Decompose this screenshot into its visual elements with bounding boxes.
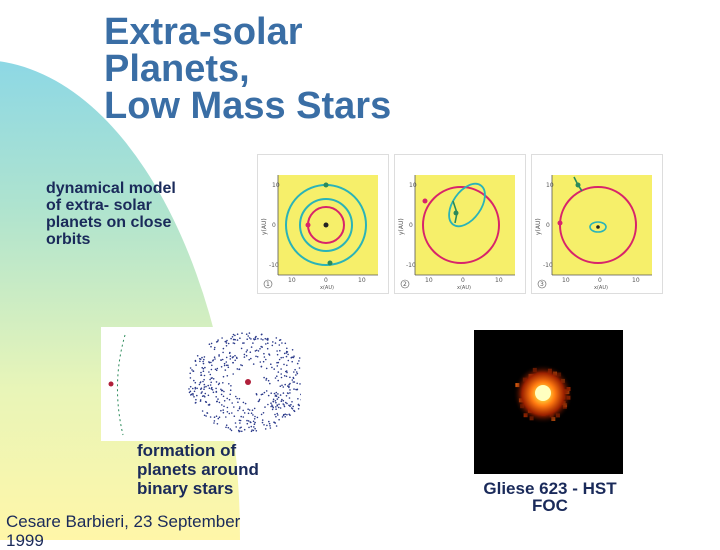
- caption-line: binary stars: [137, 479, 234, 498]
- planet: [453, 210, 459, 216]
- primary-star: [245, 379, 251, 385]
- x-tick: 10: [562, 277, 570, 284]
- y-axis-label: y(AU): [398, 218, 405, 235]
- planet: [305, 222, 311, 228]
- x-tick: 10: [288, 277, 296, 284]
- inner-orbit: [448, 182, 486, 228]
- caption-line: formation of: [137, 441, 237, 460]
- x-tick: 10: [495, 277, 503, 284]
- star-core: [535, 385, 551, 401]
- orbit-plot-3: 10 0 -10 y(AU) 10 0 10 x(AU) 3: [535, 175, 652, 291]
- x-tick: 10: [632, 277, 640, 284]
- panel-number: 2: [403, 281, 407, 288]
- middle-orbit: [299, 198, 353, 252]
- y-tick: -10: [406, 262, 416, 269]
- title-line-2: Planets,: [104, 48, 250, 90]
- panel-number: 1: [266, 281, 270, 288]
- caption-line: planets on close: [46, 214, 172, 231]
- orbit-panel-2: 10 0 -10 y(AU) 10 0 10 x(AU) 2: [395, 155, 525, 293]
- caption-line: dynamical model: [46, 180, 176, 197]
- y-tick: 10: [272, 182, 280, 189]
- eccentric-orbit: [422, 186, 500, 264]
- credit-line: 1999: [6, 531, 44, 550]
- particle-disk: [188, 332, 301, 433]
- x-axis-label: x(AU): [457, 285, 471, 291]
- planet: [422, 198, 428, 204]
- caption-line: FOC: [532, 496, 568, 515]
- star: [323, 222, 329, 228]
- x-tick: 0: [324, 277, 328, 284]
- x-tick: 0: [598, 277, 602, 284]
- planet: [557, 220, 563, 226]
- planet: [575, 182, 581, 188]
- dynamical-model-caption: dynamical model of extra- solar planets …: [46, 180, 226, 248]
- y-tick: -10: [543, 262, 553, 269]
- orbit-plot-1: 10 0 -10 y(AU) 10 0 10 x(AU) 1: [261, 175, 378, 291]
- planet: [323, 182, 329, 188]
- y-axis-label: y(AU): [535, 218, 542, 235]
- y-tick: -10: [269, 262, 279, 269]
- gliese-623-image: [474, 330, 623, 474]
- caption-line: Gliese 623 - HST: [483, 479, 617, 498]
- slide-title: Extra-solar Planets, Low Mass Stars: [104, 11, 392, 127]
- x-tick: 0: [461, 277, 465, 284]
- x-tick: 10: [358, 277, 366, 284]
- caption-line: orbits: [46, 231, 91, 248]
- credit-line: Cesare Barbieri, 23 September: [6, 512, 241, 531]
- y-tick: 10: [546, 182, 554, 189]
- gliese-caption: Gliese 623 - HST FOC: [460, 480, 640, 514]
- x-axis-label: x(AU): [320, 285, 334, 291]
- y-tick: 0: [272, 222, 276, 229]
- star-image: [474, 330, 623, 474]
- planet: [327, 260, 333, 266]
- x-tick: 10: [425, 277, 433, 284]
- companion-star: [108, 381, 114, 387]
- y-tick: 10: [409, 182, 417, 189]
- caption-line: of extra- solar: [46, 197, 152, 214]
- title-line-3: Low Mass Stars: [104, 85, 392, 127]
- orbit-panel-1: 10 0 -10 y(AU) 10 0 10 x(AU) 1: [258, 155, 388, 293]
- credit-footer: Cesare Barbieri, 23 September 1999: [6, 512, 286, 550]
- x-axis-label: x(AU): [594, 285, 608, 291]
- orbit-plot-2: 10 0 -10 y(AU) 10 0 10 x(AU) 2: [398, 175, 515, 291]
- caption-line: planets around: [137, 460, 259, 479]
- y-axis-label: y(AU): [261, 218, 268, 235]
- binary-simulation-plot: [108, 332, 301, 436]
- binary-caption: formation of planets around binary stars: [137, 441, 317, 498]
- panel-number: 3: [540, 281, 544, 288]
- orbit-panel-3: 10 0 -10 y(AU) 10 0 10 x(AU) 3: [532, 155, 662, 293]
- y-tick: 0: [409, 222, 413, 229]
- inner-orbit: [589, 221, 607, 233]
- binary-star-simulation: [101, 327, 301, 441]
- companion-orbit: [116, 334, 126, 436]
- star: [596, 225, 600, 229]
- title-line-1: Extra-solar: [104, 11, 303, 53]
- y-tick: 0: [546, 222, 550, 229]
